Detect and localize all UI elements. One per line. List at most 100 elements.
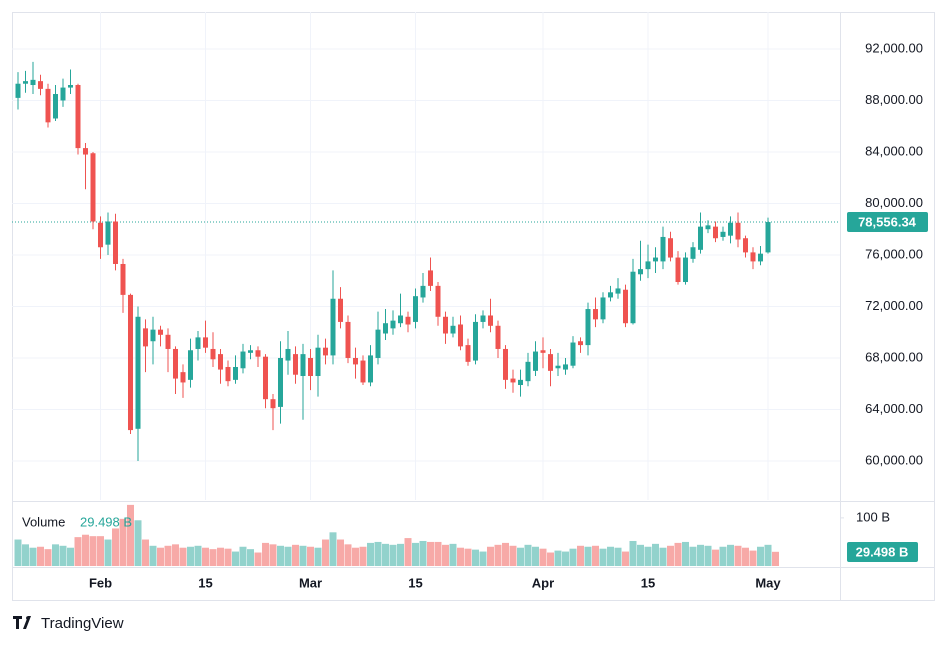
volume-bar [734, 545, 742, 566]
volume-bar [239, 546, 247, 566]
candle-body [735, 222, 741, 240]
volume-bar [644, 546, 652, 566]
volume-bar [584, 546, 592, 566]
volume-bar [262, 542, 269, 566]
candle-body [165, 334, 171, 349]
volume-bar [97, 536, 104, 566]
candle-body [563, 364, 568, 370]
candle-body [45, 88, 51, 123]
candle-body [338, 298, 343, 322]
candle-body [15, 83, 21, 98]
volume-bar [247, 549, 254, 566]
candle-body [713, 226, 718, 239]
volume-bar [532, 546, 539, 566]
volume-bar [652, 543, 659, 566]
volume-bar [329, 532, 337, 566]
volume-bar [674, 542, 682, 566]
candle-body [510, 378, 516, 383]
x-tick-label: 15 [198, 575, 212, 590]
candle-body [38, 81, 43, 89]
candle-body [690, 247, 696, 259]
candle-body [158, 329, 163, 335]
x-tick-label: May [755, 575, 781, 590]
candle-body [90, 153, 96, 222]
candle-body [345, 321, 351, 358]
volume-bar [104, 539, 112, 566]
x-tick-label: Mar [299, 575, 322, 590]
candle-body [698, 226, 703, 250]
candle-body [668, 238, 673, 258]
volume-bar [314, 547, 322, 566]
candle-body [113, 221, 118, 264]
candle-body [263, 356, 268, 400]
candle-body [60, 87, 66, 101]
y-tick-label: 84,000.00 [865, 143, 923, 158]
logo-text: TradingView [41, 615, 124, 632]
volume-bar [667, 545, 674, 566]
candle-body [533, 351, 538, 371]
volume-bar [742, 547, 749, 566]
volume-bar [224, 548, 232, 566]
volume-bar [607, 546, 614, 566]
volume-bar [367, 542, 374, 566]
volume-legend-name: Volume [22, 514, 65, 529]
volume-bar [749, 550, 757, 566]
volume-bar [337, 539, 344, 566]
volume-bar [142, 539, 149, 566]
volume-bar [59, 545, 67, 566]
candle-body [675, 257, 681, 283]
volume-bar [194, 545, 202, 566]
candle-body [233, 366, 238, 380]
candle-body [743, 238, 748, 253]
volume-bar [622, 551, 629, 566]
candle-body [645, 261, 651, 270]
candle-body [188, 350, 193, 380]
volume-bar [614, 547, 622, 566]
candle-body [323, 347, 328, 356]
candle-body [218, 354, 223, 370]
volume-bar [112, 528, 119, 566]
candle-body [413, 296, 418, 322]
candle-body [173, 348, 178, 379]
candle-body [398, 315, 403, 324]
volume-bar [254, 552, 262, 566]
volume-bar [397, 543, 404, 566]
volume-bar [292, 544, 299, 566]
candle-body [368, 355, 373, 383]
candle-body [525, 361, 531, 382]
candle-body [390, 320, 396, 329]
volume-bar [187, 546, 194, 566]
candle-body [105, 221, 111, 245]
x-tick-label: Feb [89, 575, 112, 590]
candle-body [443, 316, 448, 334]
x-tick-label: Apr [532, 575, 554, 590]
candle-body [600, 297, 606, 320]
y-tick-label: 92,000.00 [865, 40, 923, 55]
volume-bar [127, 504, 134, 566]
candle-body [375, 329, 381, 358]
volume-bar [382, 543, 389, 566]
candle-body [83, 148, 88, 155]
x-tick-label: 15 [641, 575, 655, 590]
volume-tick-label: 100 B [856, 509, 890, 524]
volume-bar [502, 542, 509, 566]
volume-bar [697, 544, 704, 566]
volume-bar [539, 548, 547, 566]
volume-bar [149, 545, 157, 566]
volume-bar [689, 546, 697, 566]
candle-body [128, 294, 133, 431]
candle-body [488, 315, 493, 326]
volume-bar [517, 547, 524, 566]
candle-body [705, 225, 711, 230]
candle-body [578, 341, 583, 346]
volume-bar [479, 551, 487, 566]
price-badge [847, 212, 928, 233]
volume-bar [157, 547, 164, 566]
candle-body [570, 342, 576, 366]
y-tick-label: 80,000.00 [865, 195, 923, 210]
candle-body [383, 323, 388, 334]
volume-bar [232, 551, 239, 566]
volume-bar [74, 537, 82, 566]
candle-body [585, 309, 591, 346]
volume-bar [434, 541, 442, 566]
